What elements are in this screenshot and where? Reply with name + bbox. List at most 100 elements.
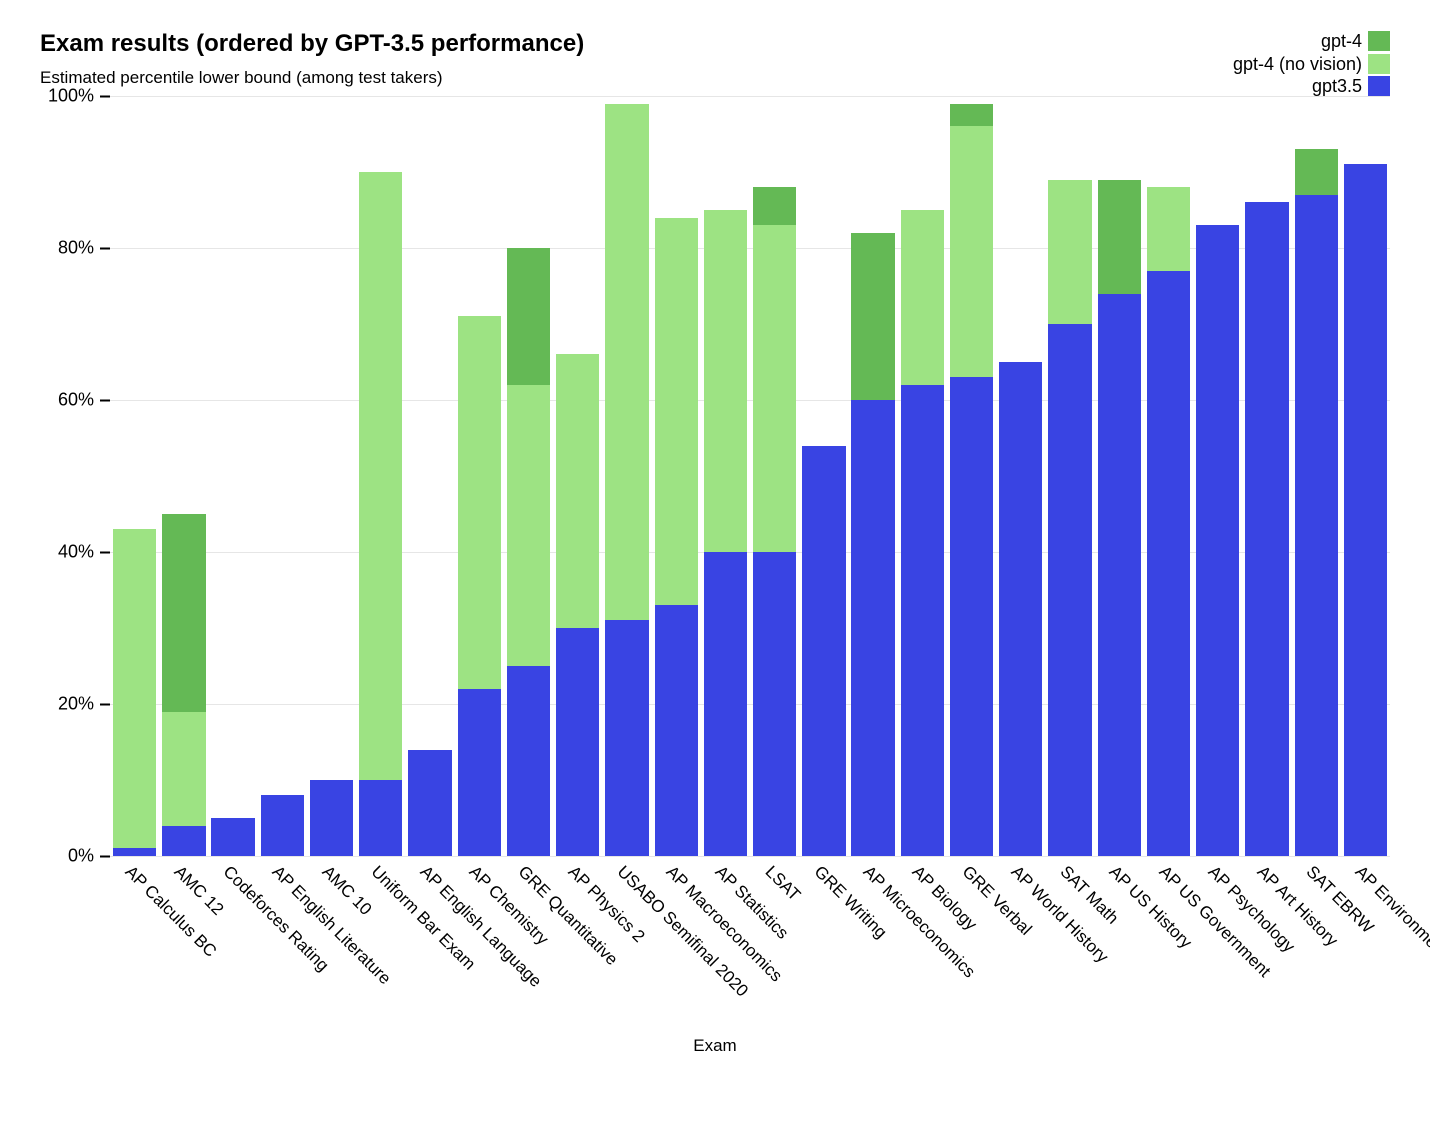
- x-label-slot: AP Chemistry: [455, 856, 504, 1096]
- bar-stack: [211, 96, 254, 856]
- bar-gpt4_novision: [359, 172, 402, 856]
- bar-stack: [1196, 96, 1239, 856]
- bar-slot: [258, 96, 307, 856]
- x-label-slot: AP English Literature: [258, 856, 307, 1096]
- x-label-slot: AP Art History: [1242, 856, 1291, 1096]
- plot-area: [110, 96, 1390, 856]
- x-label-slot: USABO Semifinal 2020: [602, 856, 651, 1096]
- x-label-slot: GRE Writing: [799, 856, 848, 1096]
- bar-stack: [1245, 96, 1288, 856]
- y-tick-mark: [100, 399, 110, 401]
- bar-stack: [507, 96, 550, 856]
- bar-gpt35: [999, 362, 1042, 856]
- gridline: [110, 96, 1390, 97]
- bar-stack: [310, 96, 353, 856]
- y-tick: 0%: [68, 846, 110, 867]
- x-label-slot: Uniform Bar Exam: [356, 856, 405, 1096]
- legend-label: gpt3.5: [1312, 75, 1362, 98]
- bar-stack: [704, 96, 747, 856]
- bar-stack: [851, 96, 894, 856]
- x-label-slot: AP Psychology: [1193, 856, 1242, 1096]
- bar-gpt35: [1245, 202, 1288, 856]
- y-tick-mark: [100, 551, 110, 553]
- bar-gpt35: [408, 750, 451, 856]
- bar-stack: [802, 96, 845, 856]
- bar-stack: [901, 96, 944, 856]
- x-label-slot: AMC 12: [159, 856, 208, 1096]
- bar-stack: [408, 96, 451, 856]
- bar-gpt35: [556, 628, 599, 856]
- bar-gpt35: [359, 780, 402, 856]
- bar-stack: [950, 96, 993, 856]
- legend-item: gpt-4: [1233, 30, 1390, 53]
- x-label: LSAT: [761, 862, 804, 905]
- x-label-slot: SAT Math: [1045, 856, 1094, 1096]
- bar-gpt35: [1295, 195, 1338, 856]
- bar-gpt35: [605, 620, 648, 856]
- bar-slot: [947, 96, 996, 856]
- bar-slot: [849, 96, 898, 856]
- bar-stack: [605, 96, 648, 856]
- y-tick-mark: [100, 95, 110, 97]
- bar-gpt35: [753, 552, 796, 856]
- x-label-slot: AP US Government: [1144, 856, 1193, 1096]
- y-tick: 80%: [58, 238, 110, 259]
- bar-slot: [996, 96, 1045, 856]
- bar-gpt35: [310, 780, 353, 856]
- bar-gpt35: [901, 385, 944, 856]
- bar-gpt35: [851, 400, 894, 856]
- bar-gpt35: [655, 605, 698, 856]
- x-label-slot: AP Microeconomics: [849, 856, 898, 1096]
- legend-item: gpt-4 (no vision): [1233, 53, 1390, 76]
- x-label-slot: AP US History: [1095, 856, 1144, 1096]
- bar-slot: [1144, 96, 1193, 856]
- bar-slot: [1193, 96, 1242, 856]
- bar-slot: [1341, 96, 1390, 856]
- bar-stack: [1048, 96, 1091, 856]
- bar-gpt35: [458, 689, 501, 856]
- bar-slot: [504, 96, 553, 856]
- bar-stack: [1344, 96, 1387, 856]
- bar-stack: [458, 96, 501, 856]
- y-tick-label: 20%: [58, 694, 94, 715]
- x-label-slot: AP Biology: [898, 856, 947, 1096]
- bar-stack: [1147, 96, 1190, 856]
- bar-slot: [898, 96, 947, 856]
- exam-results-chart: Exam results (ordered by GPT-3.5 perform…: [40, 30, 1390, 1056]
- x-label-slot: AMC 10: [307, 856, 356, 1096]
- bar-slot: [1095, 96, 1144, 856]
- bar-stack: [113, 96, 156, 856]
- bar-slot: [750, 96, 799, 856]
- bar-gpt35: [113, 848, 156, 856]
- bar-gpt35: [704, 552, 747, 856]
- bar-slot: [455, 96, 504, 856]
- bar-stack: [655, 96, 698, 856]
- bar-slot: [602, 96, 651, 856]
- bar-slot: [652, 96, 701, 856]
- y-tick: 20%: [58, 694, 110, 715]
- bar-slot: [1045, 96, 1094, 856]
- bar-slot: [208, 96, 257, 856]
- bar-slot: [307, 96, 356, 856]
- bar-stack: [1295, 96, 1338, 856]
- bar-gpt35: [261, 795, 304, 856]
- y-tick-label: 80%: [58, 238, 94, 259]
- bar-slot: [110, 96, 159, 856]
- y-tick-mark: [100, 703, 110, 705]
- bar-stack: [359, 96, 402, 856]
- y-tick: 60%: [58, 390, 110, 411]
- bar-stack: [753, 96, 796, 856]
- bar-gpt35: [950, 377, 993, 856]
- bar-slot: [553, 96, 602, 856]
- x-label-slot: AP Environmental Science: [1341, 856, 1390, 1096]
- y-tick-label: 60%: [58, 390, 94, 411]
- bar-slot: [1242, 96, 1291, 856]
- x-label-slot: GRE Quantitative: [504, 856, 553, 1096]
- bar-gpt35: [162, 826, 205, 856]
- legend-swatch: [1368, 76, 1390, 96]
- x-label-slot: AP English Language: [405, 856, 454, 1096]
- bar-slot: [356, 96, 405, 856]
- y-tick-mark: [100, 855, 110, 857]
- bar-slot: [701, 96, 750, 856]
- chart-title: Exam results (ordered by GPT-3.5 perform…: [40, 30, 1390, 58]
